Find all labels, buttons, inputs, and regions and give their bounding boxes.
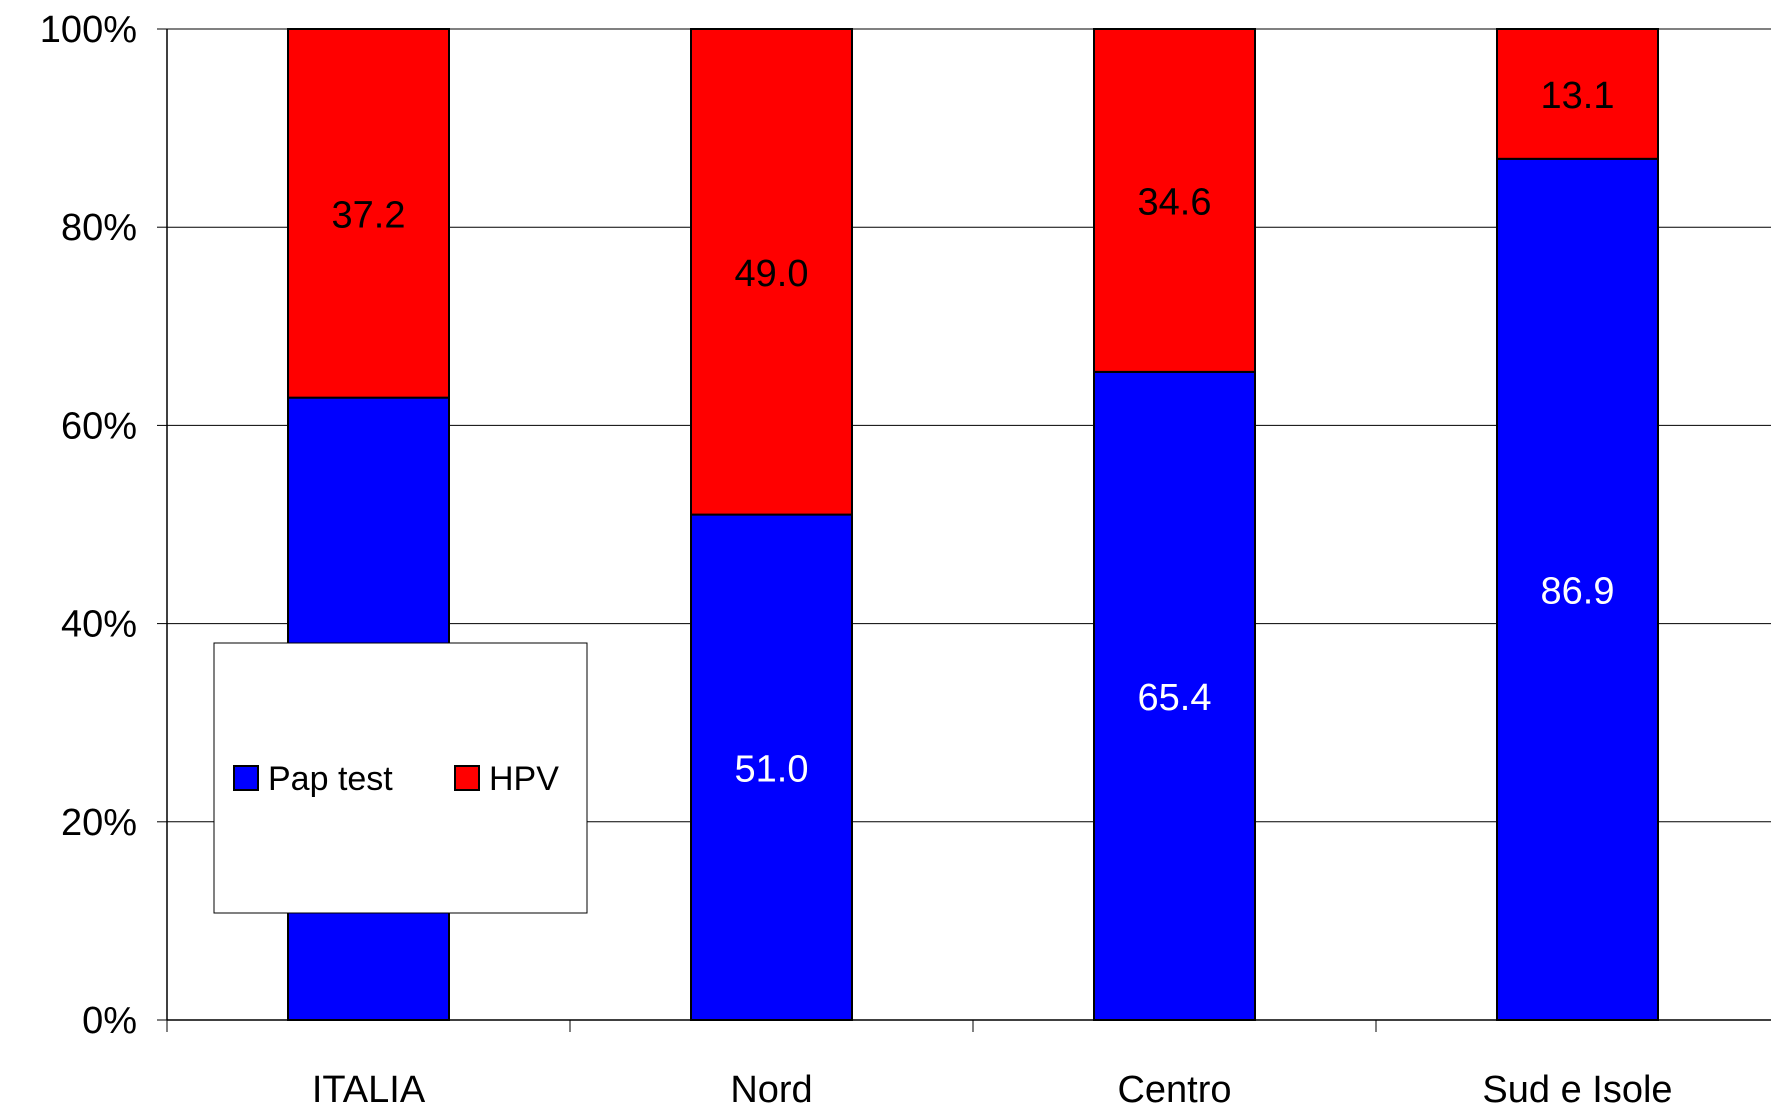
legend-swatch xyxy=(454,765,480,791)
y-tick-label: 0% xyxy=(82,1000,137,1042)
bar xyxy=(690,28,853,516)
data-label: 65.4 xyxy=(1138,677,1212,719)
x-tick-label: Sud e Isole xyxy=(1482,1069,1672,1110)
data-label: 13.1 xyxy=(1541,75,1615,117)
x-tick-label: Centro xyxy=(1117,1069,1231,1110)
legend-label: HPV xyxy=(489,760,559,798)
data-label: 51.0 xyxy=(735,748,809,790)
y-tick-label: 100% xyxy=(40,9,137,51)
y-tick-label: 80% xyxy=(61,207,137,249)
legend-box xyxy=(213,642,588,914)
data-label: 49.0 xyxy=(735,253,809,295)
data-label: 86.9 xyxy=(1541,570,1615,612)
y-tick-label: 20% xyxy=(61,802,137,844)
y-tick-label: 40% xyxy=(61,604,137,646)
data-label: 37.2 xyxy=(332,194,406,236)
legend-swatch xyxy=(233,765,259,791)
bar xyxy=(1496,157,1659,1022)
bar xyxy=(1093,370,1256,1021)
legend-label: Pap test xyxy=(268,760,393,798)
bar xyxy=(1093,28,1256,373)
bar xyxy=(690,513,853,1022)
bars: 62.837.251.049.065.434.686.913.1 xyxy=(287,28,1659,1022)
legend: Pap test HPV xyxy=(213,642,588,914)
axes: 0% 20% 40% 60% 80% 100% ITALIA Nord Centro Sud e … xyxy=(40,9,1771,1110)
x-tick-label: Nord xyxy=(730,1069,812,1110)
data-label: 34.6 xyxy=(1138,181,1212,223)
bar xyxy=(1496,28,1659,160)
x-tick-label: ITALIA xyxy=(312,1069,426,1110)
bar xyxy=(287,28,450,399)
y-tick-label: 60% xyxy=(61,405,137,447)
